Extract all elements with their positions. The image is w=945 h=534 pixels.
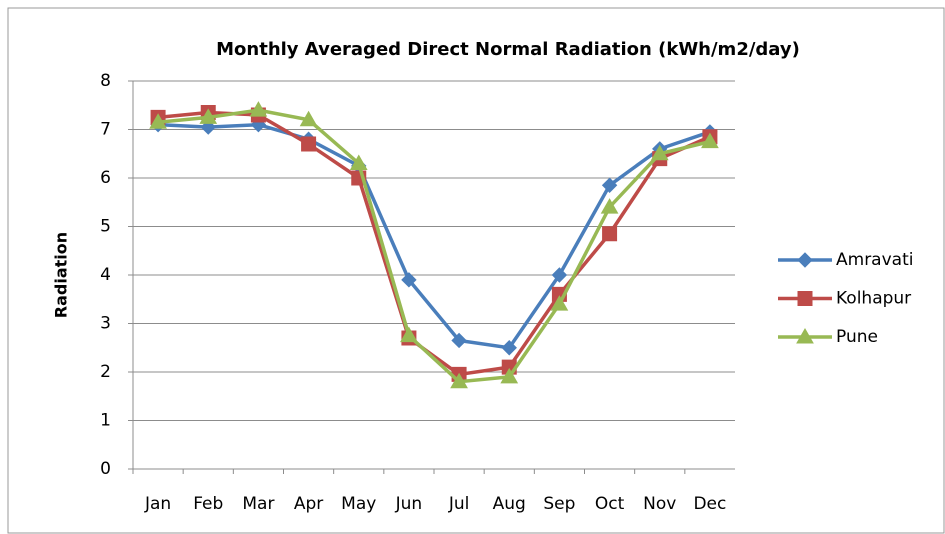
data-point (550, 295, 569, 311)
data-point (349, 154, 368, 170)
data-point (401, 272, 417, 288)
y-tick-label: 5 (100, 217, 111, 237)
x-tick-label: Aug (493, 494, 526, 514)
series-line (157, 110, 711, 377)
data-point (600, 198, 619, 214)
data-point (650, 144, 669, 161)
x-tick-label: May (341, 494, 376, 514)
data-point (500, 367, 519, 384)
y-tick-label: 6 (100, 168, 111, 188)
x-tick-label: Feb (193, 494, 223, 514)
x-tick-label: Jul (448, 494, 470, 514)
data-point (400, 326, 418, 343)
y-tick-label: 1 (100, 411, 111, 431)
legend-marker (797, 252, 813, 268)
x-tick-label: Jan (144, 494, 171, 514)
legend-label: Amravati (836, 250, 913, 270)
data-point (301, 136, 317, 152)
x-tick-label: Dec (693, 494, 726, 514)
legend-label: Kolhapur (836, 289, 911, 309)
x-tick-label: Nov (643, 494, 676, 514)
x-tick-label: Jun (395, 494, 423, 514)
y-tick-label: 7 (100, 120, 111, 140)
data-point (199, 108, 218, 124)
legend-marker (796, 327, 814, 344)
data-point (601, 177, 618, 193)
x-tick-label: Sep (543, 494, 575, 514)
data-point (149, 113, 167, 129)
x-tick-label: Oct (595, 494, 625, 514)
data-point (501, 340, 517, 356)
legend-marker (797, 291, 813, 306)
chart-title: Monthly Averaged Direct Normal Radiation… (216, 39, 800, 60)
data-point (450, 372, 468, 389)
chart-frame (7, 7, 945, 534)
data-point (551, 267, 568, 283)
data-point (602, 226, 618, 242)
y-tick-label: 0 (100, 459, 111, 479)
y-tick-label: 8 (100, 71, 111, 91)
data-point (451, 332, 467, 349)
series-line (157, 108, 711, 384)
y-tick-label: 4 (100, 265, 111, 285)
legend-label: Pune (836, 327, 878, 347)
data-point (299, 110, 318, 127)
x-tick-label: Apr (294, 494, 323, 514)
data-point (701, 132, 719, 149)
y-tick-label: 3 (100, 314, 111, 334)
series-line (157, 122, 711, 350)
y-tick-label: 2 (100, 362, 111, 382)
data-point (249, 101, 268, 117)
y-axis-label: Radiation (52, 232, 71, 318)
x-tick-label: Mar (242, 494, 274, 514)
